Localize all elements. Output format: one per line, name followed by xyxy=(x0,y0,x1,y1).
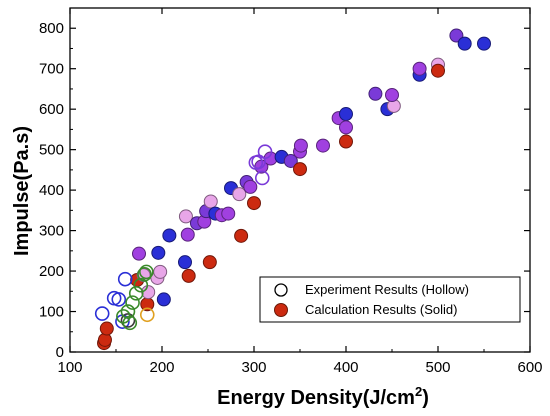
data-points xyxy=(94,28,491,351)
x-tick-label: 200 xyxy=(149,359,174,376)
y-tick-label: 200 xyxy=(39,263,64,280)
calculation-point xyxy=(153,264,168,279)
x-tick-label: 500 xyxy=(425,359,450,376)
calculation-point xyxy=(203,194,218,209)
calculation-point xyxy=(181,268,196,283)
calculation-point xyxy=(178,255,192,270)
calculation-point xyxy=(221,206,236,221)
calculation-point xyxy=(477,36,491,51)
experiment-point xyxy=(254,170,270,186)
legend-box xyxy=(259,276,521,323)
calculation-point xyxy=(243,179,258,194)
x-tick-label: 100 xyxy=(57,359,82,376)
y-tick-label: 800 xyxy=(39,20,64,37)
calculation-point xyxy=(202,255,217,270)
y-tick-label: 600 xyxy=(39,101,64,118)
experiment-point xyxy=(111,292,127,307)
calculation-point xyxy=(151,245,166,260)
experiment-point xyxy=(257,144,273,159)
calculation-point xyxy=(339,134,353,149)
calculation-point xyxy=(234,228,249,243)
legend-label-experiment: Experiment Results (Hollow) xyxy=(305,282,469,297)
calculation-point xyxy=(385,88,399,103)
axis-ticks xyxy=(69,8,531,353)
calculation-point xyxy=(99,321,114,336)
experiment-point xyxy=(125,295,140,310)
y-tick-label: 700 xyxy=(39,61,64,78)
calculation-point xyxy=(316,138,330,153)
y-tick-label: 100 xyxy=(39,304,64,321)
experiment-point xyxy=(137,266,152,282)
experiment-point xyxy=(116,309,131,324)
experiment-point xyxy=(128,286,144,301)
calculation-point xyxy=(412,61,427,76)
calculation-point xyxy=(368,86,383,101)
y-tick-label: 0 xyxy=(56,344,64,361)
experiment-point xyxy=(120,313,136,328)
experiment-point xyxy=(139,307,155,323)
calculation-point xyxy=(132,246,146,261)
calculation-point xyxy=(283,153,298,168)
experiment-point xyxy=(251,154,266,170)
tick-labels: 100 200 300 400 500 6000100200300400500600700… xyxy=(39,20,543,376)
calculation-point xyxy=(339,120,353,135)
calculation-point xyxy=(457,36,472,51)
legend-label-calculation: Calculation Results (Solid) xyxy=(305,302,457,317)
experiment-point xyxy=(120,304,136,319)
calculation-point xyxy=(156,292,171,307)
calculation-point xyxy=(180,227,195,242)
calculation-point xyxy=(162,228,177,243)
calculation-point xyxy=(293,138,308,153)
y-tick-label: 300 xyxy=(39,223,64,240)
y-axis-title: Impulse(Pa.s) xyxy=(11,126,33,256)
experiment-point xyxy=(139,264,154,280)
y-tick-label: 400 xyxy=(39,182,64,199)
x-tick-label: 400 xyxy=(333,359,358,376)
calculation-point xyxy=(178,209,193,224)
calculation-point xyxy=(97,332,112,347)
experiment-point xyxy=(94,306,110,321)
experiment-point xyxy=(117,271,133,287)
legend-solid-marker-icon xyxy=(274,303,288,317)
x-axis-title: Energy Density(J/cm2) xyxy=(217,384,429,409)
x-tick-label: 300 xyxy=(241,359,266,376)
y-tick-label: 500 xyxy=(39,142,64,159)
calculation-point xyxy=(339,107,353,122)
legend: Experiment Results (Hollow) Calculation … xyxy=(259,276,521,323)
calculation-point xyxy=(431,63,445,78)
calculation-point xyxy=(293,162,307,177)
x-tick-label: 600 xyxy=(517,359,542,376)
legend-hollow-marker-icon xyxy=(274,283,288,297)
calculation-point xyxy=(247,196,261,211)
calculation-point xyxy=(232,187,247,202)
